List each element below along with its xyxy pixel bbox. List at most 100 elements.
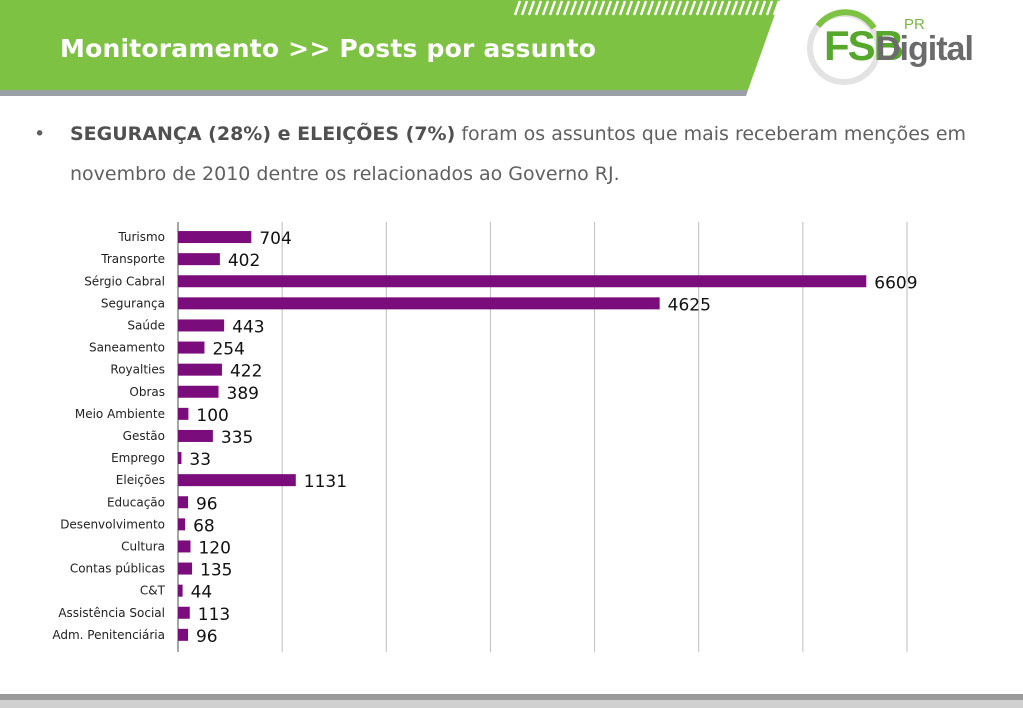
header-stripe — [709, 0, 718, 16]
category-label: C&T — [140, 584, 166, 598]
value-label: 113 — [198, 605, 230, 625]
intro-paragraph: • SEGURANÇA (28%) e ELEIÇÕES (7%) foram … — [34, 114, 994, 194]
header-stripe — [597, 0, 606, 16]
logo-digital-text: Digital — [876, 30, 974, 68]
header-stripe — [632, 0, 641, 16]
category-label: Saúde — [127, 318, 165, 332]
bar — [178, 562, 193, 575]
bar — [178, 606, 190, 619]
footer-bar-inner — [0, 694, 1023, 700]
header-stripe — [611, 0, 620, 16]
header-stripe — [681, 0, 690, 16]
value-label: 33 — [189, 450, 211, 470]
header-stripe — [541, 0, 550, 16]
value-label: 4625 — [668, 295, 711, 315]
header-stripe — [618, 0, 627, 16]
value-label: 422 — [230, 362, 262, 382]
category-label: Turismo — [117, 230, 165, 244]
category-label: Eleições — [116, 473, 165, 487]
category-label: Emprego — [111, 451, 165, 465]
value-label: 443 — [232, 317, 264, 337]
bullet-icon: • — [34, 123, 46, 145]
header-stripe — [548, 0, 557, 16]
header-stripe — [646, 0, 655, 16]
logo-fsb-text: FSB — [824, 22, 904, 69]
header-stripe — [555, 0, 564, 16]
category-label: Adm. Penitenciária — [52, 628, 165, 642]
value-label: 254 — [212, 340, 244, 360]
header-stripe — [653, 0, 662, 16]
header-stripe — [716, 0, 725, 16]
header-green-band — [0, 0, 780, 90]
header-stripe — [688, 0, 697, 16]
header-bar: Monitoramento >> Posts por assunto FSB P… — [0, 0, 1023, 96]
bar — [178, 518, 186, 531]
category-label: Cultura — [121, 539, 165, 553]
header-stripe — [534, 0, 543, 16]
category-label: Educação — [107, 495, 165, 509]
bar — [178, 407, 189, 420]
category-label: Segurança — [101, 296, 165, 310]
intro-bold: SEGURANÇA (28%) e ELEIÇÕES (7%) — [70, 123, 456, 145]
header-stripe — [730, 0, 739, 16]
bar-chart: Turismo 704 Transporte 402 Sérgio Cabral 6609… — [52, 222, 918, 652]
bar — [178, 253, 220, 266]
logo-pr-text: PR — [904, 16, 925, 33]
bar — [178, 496, 188, 509]
value-label: 389 — [227, 384, 259, 404]
bar — [178, 429, 213, 442]
header-stripe — [702, 0, 711, 16]
value-label: 704 — [259, 229, 291, 249]
header-stripe — [583, 0, 592, 16]
bar — [178, 385, 219, 398]
value-label: 6609 — [874, 273, 917, 293]
bar — [178, 474, 296, 487]
logo-ring — [807, 9, 881, 85]
header-stripe — [513, 0, 522, 16]
intro-rest: foram os assuntos que mais receberam men… — [70, 123, 967, 185]
header-stripe — [520, 0, 529, 16]
header-stripe — [639, 0, 648, 16]
bar — [178, 452, 182, 465]
header-stripe — [527, 0, 536, 16]
fsb-digital-logo: FSB PR Digital — [804, 8, 994, 90]
category-label: Obras — [129, 385, 165, 399]
header-stripe — [751, 0, 760, 16]
value-label: 120 — [198, 538, 230, 558]
header-stripe — [590, 0, 599, 16]
category-label: Desenvolvimento — [60, 517, 165, 531]
value-label: 68 — [193, 516, 215, 536]
header-stripe — [562, 0, 571, 16]
header-stripe — [667, 0, 676, 16]
footer-bar — [0, 694, 1023, 708]
bar — [178, 341, 205, 354]
value-label: 335 — [221, 428, 253, 448]
header-stripe — [758, 0, 767, 16]
bar — [178, 297, 660, 310]
intro-text: SEGURANÇA (28%) e ELEIÇÕES (7%) foram os… — [70, 114, 994, 194]
header-stripe — [576, 0, 585, 16]
header-stripe — [604, 0, 613, 16]
page-title: Monitoramento >> Posts por assunto — [60, 34, 597, 63]
bar — [178, 231, 252, 244]
header-stripe — [625, 0, 634, 16]
category-label: Royalties — [110, 363, 165, 377]
bar — [178, 319, 225, 332]
category-label: Sérgio Cabral — [84, 274, 165, 288]
value-label: 402 — [228, 251, 260, 271]
header-stripes — [513, 0, 781, 16]
header-shadow — [0, 90, 748, 96]
category-label: Assistência Social — [58, 606, 165, 620]
header-stripe — [674, 0, 683, 16]
bar — [178, 628, 188, 641]
header-stripe — [569, 0, 578, 16]
category-label: Saneamento — [89, 341, 165, 355]
value-label: 100 — [196, 406, 228, 426]
header-stripe — [765, 0, 774, 16]
header-stripe — [737, 0, 746, 16]
bar — [178, 540, 191, 553]
category-label: Meio Ambiente — [75, 407, 165, 421]
category-label: Gestão — [123, 429, 165, 443]
value-label: 1131 — [304, 472, 347, 492]
bar — [178, 584, 183, 597]
